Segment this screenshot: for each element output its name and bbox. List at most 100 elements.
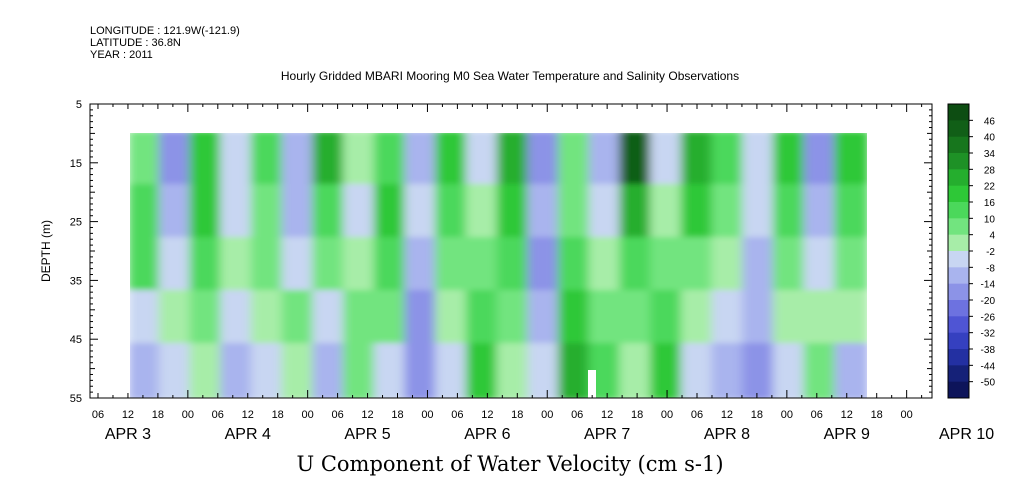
colorbar-swatch [948, 349, 969, 366]
heatmap-cell [220, 343, 255, 398]
heatmap-cell [281, 184, 317, 241]
heatmap-cell [189, 133, 225, 188]
colorbar-swatch [948, 202, 969, 219]
heatmap-cell [189, 184, 225, 241]
colorbar-label: 34 [984, 149, 996, 160]
heatmap-cell [312, 290, 347, 347]
x-hour-label: 06 [212, 409, 224, 421]
heatmap-cell [527, 237, 562, 294]
x-hour-label: 00 [541, 409, 553, 421]
heatmap-cell [250, 237, 286, 294]
colorbar-swatch [948, 316, 969, 334]
colorbar-label: 16 [984, 198, 996, 209]
y-tick-label: 5 [76, 99, 82, 111]
heatmap-cell [343, 184, 378, 241]
heatmap-cell [435, 343, 470, 398]
x-day-label: APR 5 [344, 426, 390, 443]
heatmap-cell [711, 133, 747, 188]
y-tick-label: 15 [70, 158, 82, 170]
heatmap-cell [557, 343, 593, 398]
x-hour-label: 00 [661, 409, 673, 421]
heatmap-cell [772, 184, 808, 241]
heatmap-cell [588, 184, 624, 241]
colorbar-swatch [948, 169, 969, 187]
x-day-label: APR 3 [105, 426, 151, 443]
x-hour-label: 00 [781, 409, 793, 421]
x-hour-label: 18 [511, 409, 523, 421]
x-hour-label: 18 [391, 409, 403, 421]
heatmap-cell [742, 290, 777, 347]
heatmap-cell [404, 133, 440, 188]
heatmap-cell [281, 237, 317, 294]
heatmap-cell [650, 290, 685, 347]
heatmap-cell [281, 133, 317, 188]
heatmap-cell [465, 343, 501, 398]
heatmap-cell [557, 133, 593, 188]
heatmap-cell [312, 237, 347, 294]
heatmap-cell [742, 237, 777, 294]
y-tick-label: 45 [70, 334, 82, 346]
heatmap-cell [343, 133, 378, 188]
colorbar-label: 28 [984, 165, 996, 176]
x-hour-label: 06 [92, 409, 104, 421]
x-hour-label: 06 [451, 409, 463, 421]
heatmap-cell [772, 237, 808, 294]
colorbar-label: -44 [981, 361, 996, 372]
heatmap-cell [130, 343, 163, 398]
heatmap-cell [650, 184, 685, 241]
heatmap-cell [772, 133, 808, 188]
colorbar-labels: 46 40 34 28 22 16 10 4 -2 -8 -14 -20 -26 -32 -38 -44 -50 [969, 116, 996, 389]
heatmap-cell [527, 133, 562, 188]
x-day-label: APR 6 [464, 426, 510, 443]
heatmap-cell [158, 133, 194, 188]
heatmap-cell [404, 237, 440, 294]
latitude-label: LATITUDE : 36.8N [90, 37, 181, 49]
heatmap-cell [496, 184, 532, 241]
heatmap-cell [834, 184, 867, 241]
x-hour-label: 18 [871, 409, 883, 421]
heatmap-cell [527, 184, 562, 241]
y-axis-title: DEPTH (m) [39, 220, 53, 282]
x-hour-label: 18 [272, 409, 284, 421]
colorbar [947, 103, 970, 399]
heatmap-cell [680, 237, 716, 294]
y-tick-label: 55 [70, 393, 82, 405]
heatmap-cell [404, 290, 440, 347]
x-hour-label: 00 [901, 409, 913, 421]
heatmap-cell [834, 343, 867, 398]
x-hour-label: 18 [152, 409, 164, 421]
axis-ticks [90, 103, 932, 399]
heatmap-cell [650, 343, 685, 398]
colorbar-swatch [948, 381, 969, 399]
colorbar-label: -50 [981, 378, 996, 389]
heatmap-cell [404, 184, 440, 241]
colorbar-swatch [948, 365, 969, 383]
heatmap-cell [650, 237, 685, 294]
heatmap-cell [250, 184, 286, 241]
heatmap-cell [343, 237, 378, 294]
heatmap-cell [220, 237, 255, 294]
heatmap-cell [619, 237, 654, 294]
colorbar-swatch [948, 234, 969, 252]
x-axis-day-labels: APR 3 APR 4 APR 5 APR 6 APR 7 APR 8 APR 9 APR 1… [105, 426, 994, 443]
y-tick-label: 35 [70, 275, 82, 287]
heatmap-cell [680, 184, 716, 241]
colorbar-swatch [948, 153, 969, 170]
x-hour-label: 06 [691, 409, 703, 421]
x-hour-label: 12 [721, 409, 733, 421]
heatmap-cell [557, 237, 593, 294]
heatmap-cell [557, 290, 593, 347]
heatmap-cell [619, 184, 654, 241]
heatmap-cell [465, 133, 501, 188]
heatmap-cell [711, 237, 747, 294]
heatmap-cell [527, 343, 562, 398]
heatmap-cell [834, 237, 867, 294]
heatmap-cell [189, 290, 225, 347]
heatmap-cell [496, 343, 532, 398]
heatmap-cell [465, 237, 501, 294]
x-day-label: APR 8 [704, 426, 750, 443]
heatmap-cell [465, 290, 501, 347]
colorbar-swatch [948, 251, 969, 268]
heatmap-cell [312, 343, 347, 398]
